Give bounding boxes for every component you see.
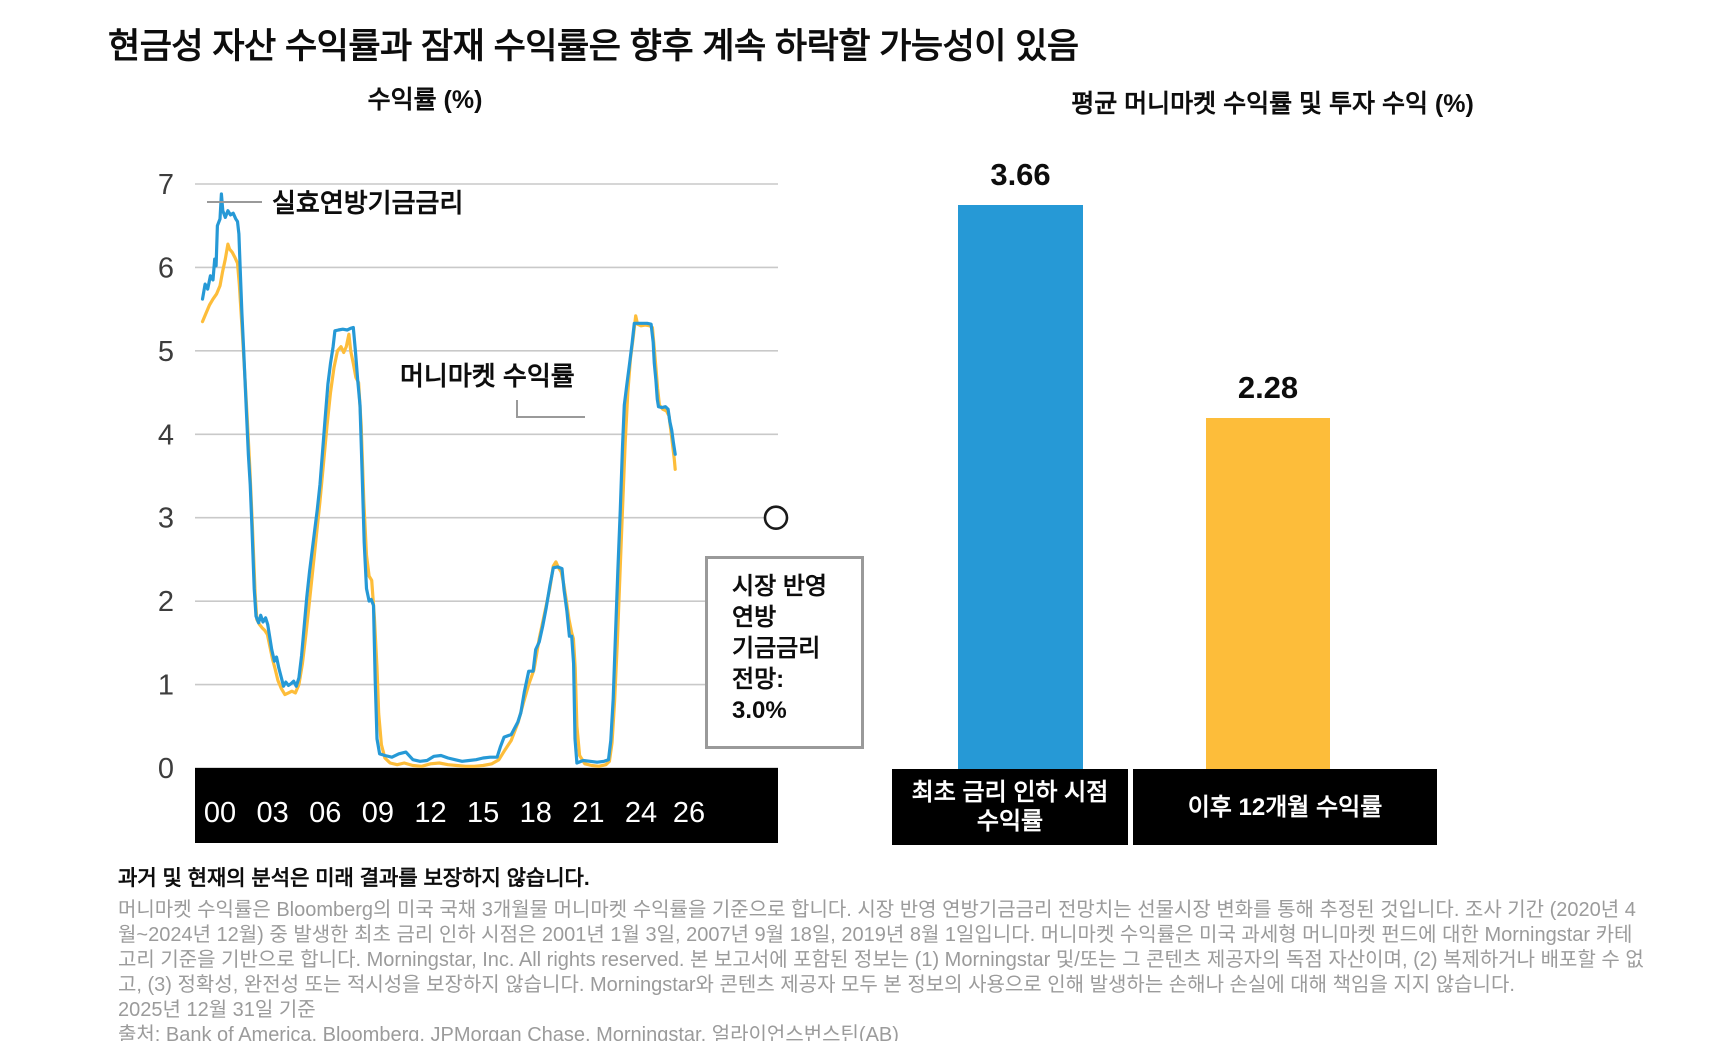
svg-text:21: 21 xyxy=(572,797,604,829)
footnote-as-of-date: 2025년 12월 31일 기준 xyxy=(118,999,316,1021)
svg-text:4: 4 xyxy=(158,419,174,451)
mmkt-series-label: 머니마켓 수익률 xyxy=(400,361,575,391)
bar-chart-title: 평균 머니마켓 수익률 및 투자 수익 (%) xyxy=(1071,90,1474,118)
svg-text:06: 06 xyxy=(309,797,341,829)
svg-text:6: 6 xyxy=(158,252,174,284)
bar-first-cut-yield xyxy=(958,205,1083,769)
svg-text:24: 24 xyxy=(625,797,657,829)
bar-category-first-cut: 최초 금리 인하 시점 수익률 xyxy=(892,769,1128,845)
svg-text:26: 26 xyxy=(673,797,705,829)
footnote-block: 과거 및 현재의 분석은 미래 결과를 보장하지 않습니다. 머니마켓 수익률은… xyxy=(118,862,1648,1041)
svg-text:5: 5 xyxy=(158,336,174,368)
svg-text:2: 2 xyxy=(158,586,174,618)
bar-12m-yield xyxy=(1206,418,1330,769)
page-title: 현금성 자산 수익률과 잠재 수익률은 향후 계속 하락할 가능성이 있음 xyxy=(108,27,1079,66)
footnote-source: 출처: Bank of America, Bloomberg, JPMorgan… xyxy=(118,1024,899,1041)
svg-text:7: 7 xyxy=(158,169,174,201)
svg-text:03: 03 xyxy=(256,797,288,829)
effr-series-label: 실효연방기금금리 xyxy=(272,188,463,218)
mmkt-leader-line xyxy=(516,400,585,418)
svg-text:1: 1 xyxy=(158,670,174,702)
bar-value-first-cut: 3.66 xyxy=(990,157,1051,192)
svg-text:15: 15 xyxy=(467,797,499,829)
bar-value-12m: 2.28 xyxy=(1237,370,1299,405)
forecast-callout-box: 시장 반영 연방 기금금리 전망: 3.0% xyxy=(705,556,864,749)
footnote-disclaimer-bold: 과거 및 현재의 분석은 미래 결과를 보장하지 않습니다. xyxy=(118,867,590,890)
svg-text:12: 12 xyxy=(414,797,446,829)
line-chart-title: 수익률 (%) xyxy=(367,86,483,114)
bar-category-12m: 이후 12개월 수익률 xyxy=(1133,769,1437,845)
svg-text:00: 00 xyxy=(204,797,236,829)
svg-text:09: 09 xyxy=(362,797,394,829)
svg-text:18: 18 xyxy=(520,797,552,829)
svg-text:0: 0 xyxy=(158,753,174,785)
footnote-paragraph: 머니마켓 수익률은 Bloomberg의 미국 국채 3개월물 머니마켓 수익률… xyxy=(118,899,1644,996)
svg-text:3: 3 xyxy=(158,503,174,535)
